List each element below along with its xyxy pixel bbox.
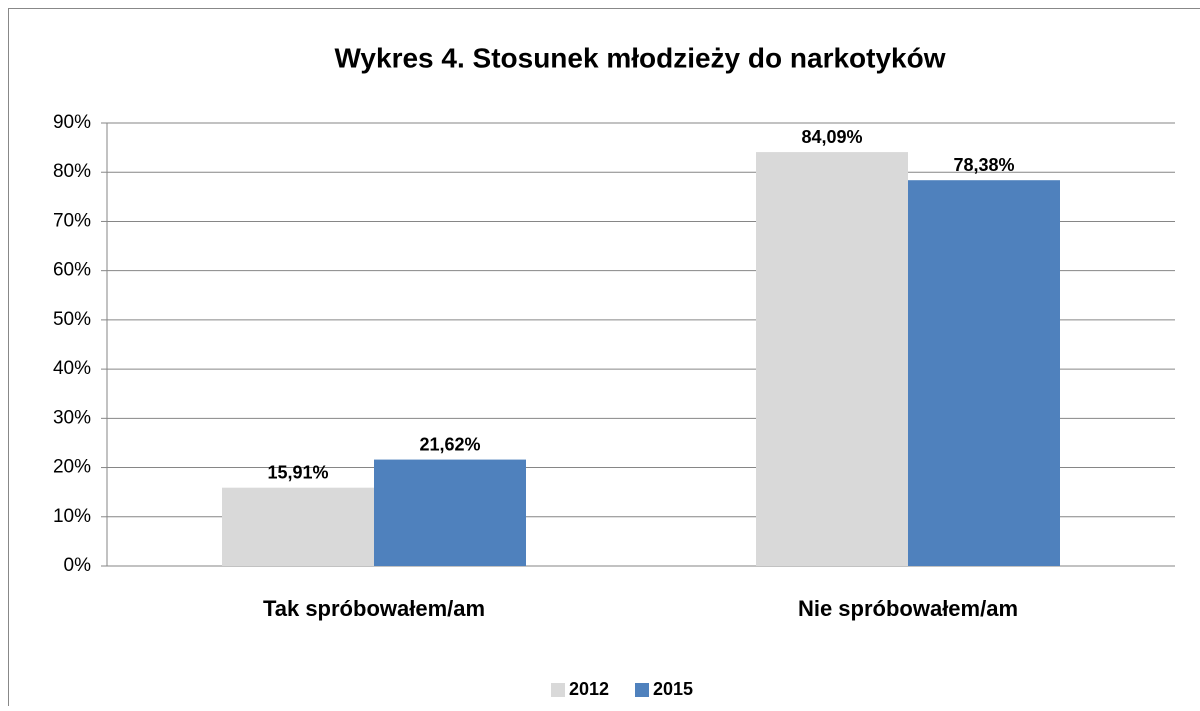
bar [222,488,374,566]
bar [908,180,1060,566]
legend-label: 2015 [653,679,693,699]
y-tick-label: 60% [53,260,91,281]
data-label: 78,38% [953,155,1014,175]
y-tick-label: 0% [64,555,92,576]
x-tick-label: Tak spróbowałem/am [263,596,485,621]
legend-swatch [635,683,649,697]
y-tick-label: 90% [53,112,91,133]
y-tick-label: 80% [53,161,91,182]
y-tick-label: 40% [53,358,91,379]
chart-title: Wykres 4. Stosunek młodzieży do narkotyk… [335,42,946,73]
y-tick-label: 70% [53,210,91,231]
legend-swatch [551,683,565,697]
y-tick-label: 30% [53,407,91,428]
legend-label: 2012 [569,679,609,699]
y-tick-label: 50% [53,309,91,330]
y-tick-label: 20% [53,457,91,478]
bar [756,152,908,566]
y-tick-label: 10% [53,506,91,527]
x-tick-label: Nie spróbowałem/am [798,596,1018,621]
data-label: 15,91% [267,462,328,482]
data-label: 21,62% [419,434,480,454]
bar [374,460,526,566]
data-label: 84,09% [801,127,862,147]
